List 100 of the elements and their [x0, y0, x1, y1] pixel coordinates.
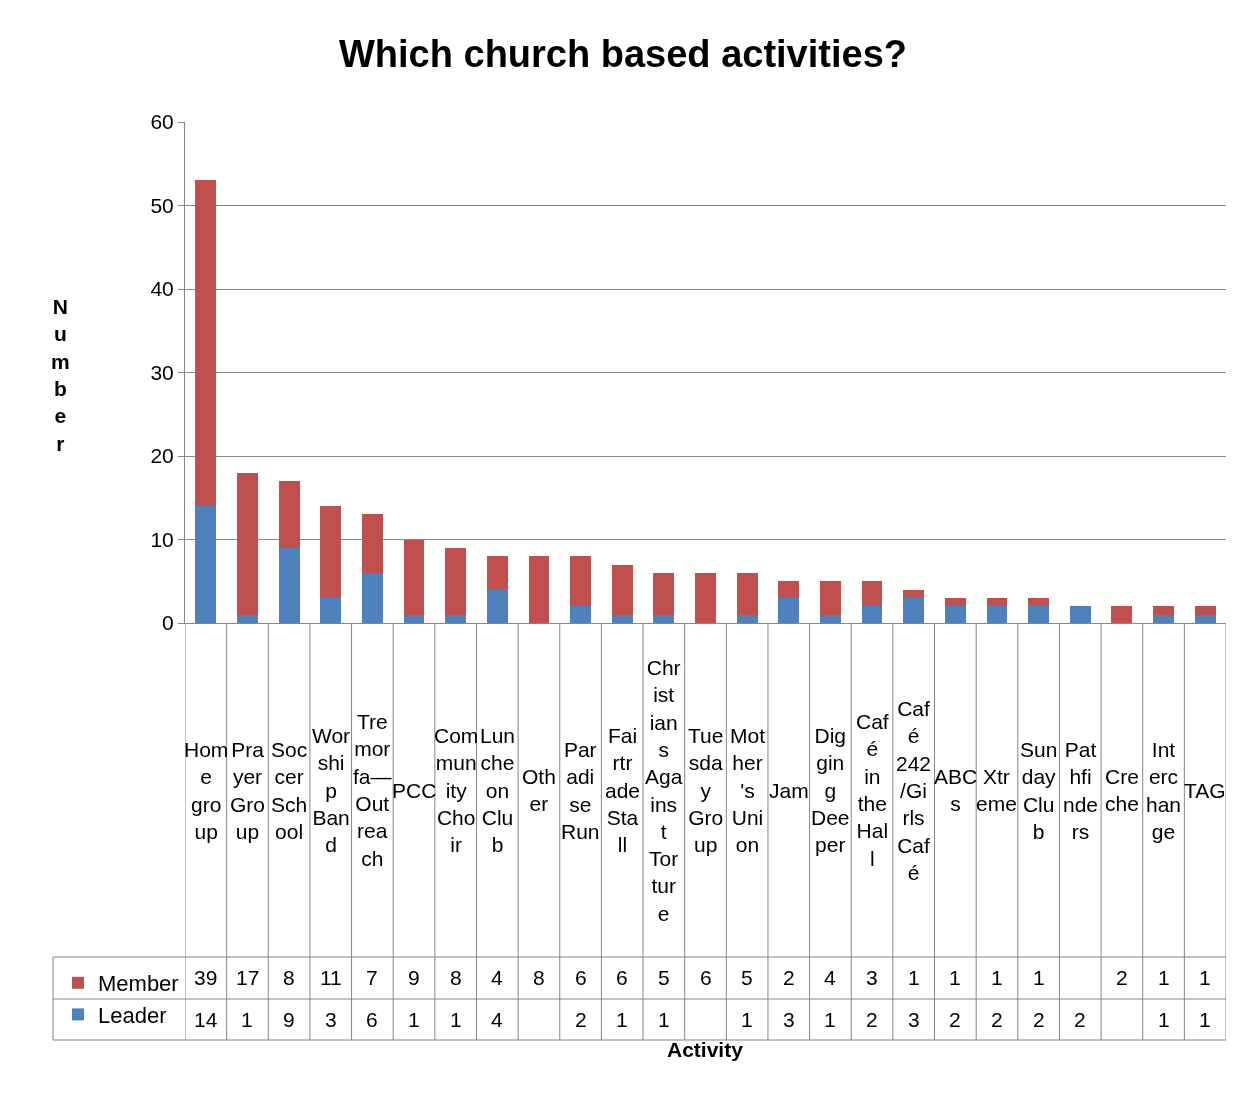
bar — [1194, 614, 1216, 623]
bar — [820, 581, 841, 615]
data-label: 39 — [194, 966, 218, 989]
data-label: 2 — [1033, 1008, 1045, 1031]
x-tick-label: Paradise Run — [561, 738, 600, 843]
bar — [486, 556, 508, 590]
bar — [944, 597, 966, 607]
bar — [320, 506, 342, 598]
bar — [195, 180, 217, 507]
data-label: 1 — [1158, 966, 1170, 989]
data-label: 3 — [866, 966, 878, 989]
data-label: 1 — [1199, 1008, 1211, 1031]
bar — [986, 606, 1008, 623]
y-axis-title: Number — [51, 295, 70, 455]
bar — [903, 597, 925, 623]
bar — [403, 539, 425, 615]
data-label: 1 — [908, 966, 920, 989]
data-label: 6 — [366, 1008, 378, 1031]
data-label: 1 — [616, 1008, 628, 1031]
x-tick-label: Prayer Group — [230, 738, 266, 843]
data-label: 1 — [1199, 966, 1211, 989]
x-tick-label: Worship Band — [312, 724, 351, 857]
y-tick-label: 50 — [150, 193, 174, 217]
bar — [695, 572, 716, 623]
data-label: 1 — [241, 1008, 253, 1031]
bar — [653, 572, 675, 615]
bar — [778, 597, 800, 623]
data-label: 2 — [575, 1008, 587, 1031]
y-tick-label: 30 — [150, 360, 174, 384]
data-label: 8 — [283, 966, 295, 989]
x-tick-label: Tuesday Group — [688, 724, 724, 857]
data-label: 5 — [658, 966, 670, 989]
x-tick-label: PCC — [392, 779, 437, 802]
bar — [237, 472, 258, 615]
y-tick-label: 20 — [150, 444, 174, 468]
data-label: 1 — [949, 966, 961, 989]
data-label: 3 — [908, 1008, 920, 1031]
x-tick-label: Home group — [184, 738, 229, 843]
data-label: 8 — [450, 966, 462, 989]
x-tick-label: Café in the Hall — [856, 710, 889, 870]
data-label: 1 — [658, 1008, 670, 1031]
x-tick-label: Sunday Club — [1020, 738, 1058, 843]
bar — [403, 614, 425, 623]
x-tick-label: Luncheon Club — [480, 724, 516, 857]
bar — [1153, 606, 1174, 615]
data-label: 6 — [700, 966, 712, 989]
data-label: 2 — [783, 966, 795, 989]
x-tick-label: Mother's Union — [730, 724, 766, 857]
data-label: 3 — [783, 1008, 795, 1031]
data-label: 14 — [194, 1008, 218, 1031]
x-tick-label: Fairtrade Stall — [605, 724, 641, 857]
bar — [445, 614, 467, 623]
bar — [1028, 606, 1050, 623]
bar — [1111, 606, 1133, 623]
data-label: 2 — [1116, 966, 1128, 989]
bar — [486, 589, 508, 623]
bar — [861, 581, 883, 607]
bar — [861, 606, 883, 623]
data-label: 6 — [575, 966, 587, 989]
data-label: 11 — [320, 966, 342, 989]
bar — [986, 597, 1008, 607]
x-tick-label: Jam — [769, 779, 809, 802]
data-label: 8 — [533, 966, 545, 989]
x-tick-label: Soccer School — [271, 738, 308, 843]
data-label: 9 — [408, 966, 420, 989]
y-tick-label: 0 — [162, 611, 174, 635]
legend-label: Member — [98, 971, 179, 997]
legend-label: Leader — [98, 1002, 167, 1028]
y-tick-label: 10 — [150, 527, 174, 551]
bar — [903, 589, 925, 598]
data-label: 17 — [236, 966, 260, 989]
data-label: 2 — [991, 1008, 1003, 1031]
data-label: 6 — [616, 966, 628, 989]
data-label: 1 — [1158, 1008, 1170, 1031]
bar — [528, 556, 550, 623]
bar — [653, 614, 675, 623]
x-tick-label: Tremorfa—Outreach — [353, 710, 392, 870]
x-tick-label: Other — [522, 765, 556, 816]
bar — [195, 506, 217, 623]
bar — [820, 614, 841, 623]
y-tick-label: 40 — [150, 277, 174, 301]
x-tick-label: TAG — [1184, 779, 1226, 802]
data-label: 1 — [741, 1008, 753, 1031]
bar — [611, 614, 633, 623]
bar — [320, 597, 342, 623]
bar — [570, 556, 591, 607]
data-label: 5 — [741, 966, 753, 989]
data-label: 1 — [450, 1008, 462, 1031]
data-label: 1 — [1033, 966, 1045, 989]
data-label: 4 — [824, 966, 836, 989]
bar — [1153, 614, 1174, 623]
bar — [278, 547, 300, 623]
data-label: 4 — [491, 966, 503, 989]
x-tick-label: Café 242/Girls Café — [896, 697, 932, 884]
y-tick-label: 60 — [150, 110, 174, 134]
data-label: 3 — [325, 1008, 337, 1031]
data-label: 2 — [1074, 1008, 1086, 1031]
bar — [570, 606, 591, 623]
bar — [736, 614, 758, 623]
bar — [736, 572, 758, 615]
